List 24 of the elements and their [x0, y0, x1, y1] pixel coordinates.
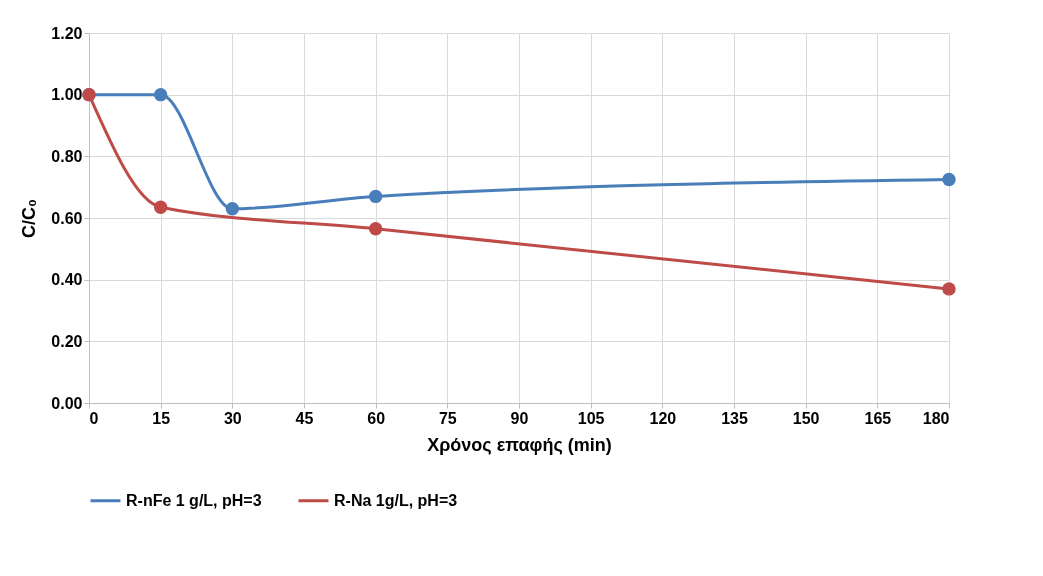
x-tick-label: 165 [864, 409, 892, 427]
x-tick-label: 0 [89, 409, 99, 427]
x-tick-label: 45 [295, 409, 314, 427]
y-tick-label: 0.00 [51, 394, 83, 412]
x-tick-label: 150 [792, 409, 820, 427]
legend-label: R-nFe 1 g/L, pH=3 [126, 491, 262, 509]
y-tick-label: 0.20 [51, 332, 83, 350]
y-axis-title: C/C₀ [19, 198, 40, 239]
y-tick-label: 1.00 [51, 86, 83, 104]
x-tick-label: 105 [577, 409, 605, 427]
y-tick-label: 0.80 [51, 147, 83, 165]
y-tick-label: 0.60 [51, 209, 83, 227]
x-tick-label: 180 [922, 409, 950, 427]
x-tick-label: 75 [438, 409, 457, 427]
x-tick-label: 60 [367, 409, 386, 427]
x-axis-title: Χρόνος επαφής (min) [427, 434, 612, 455]
legend-label: R-Na 1g/L, pH=3 [334, 491, 458, 509]
x-tick-label: 135 [721, 409, 748, 427]
x-tick-label: 30 [223, 409, 242, 427]
x-tick-label: 15 [152, 409, 171, 427]
x-tick-label: 120 [649, 409, 677, 427]
x-tick-label: 90 [510, 409, 529, 427]
y-tick-label: 1.20 [51, 24, 83, 42]
y-tick-label: 0.40 [51, 271, 83, 289]
